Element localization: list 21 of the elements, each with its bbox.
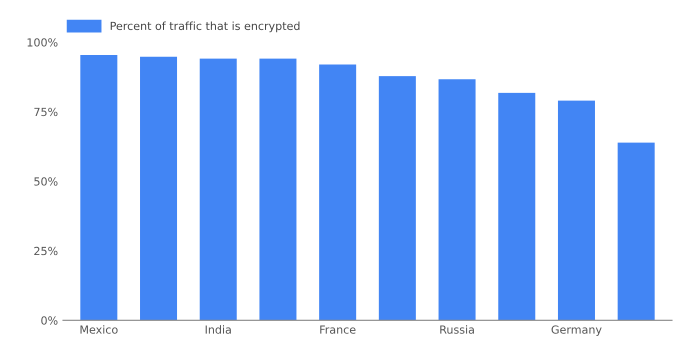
bar [80,55,118,320]
x-tick-label: Germany [552,325,602,336]
bar [200,58,237,320]
bar [558,100,595,320]
x-tick-label: India [206,325,231,334]
bar [140,56,178,320]
x-tick-label: Russia [440,325,474,334]
bar [618,142,655,320]
y-tick-label: 75% [34,108,58,116]
bar [498,92,536,320]
y-tick-label: 0% [41,316,58,325]
bar [378,76,416,320]
bar [438,79,476,320]
x-tick-label: Mexico [80,325,118,334]
y-tick-label: 25% [34,246,58,256]
legend-label: Percent of traffic that is encrypted [110,21,300,32]
y-tick-label: 100% [28,38,58,47]
bar [319,64,356,320]
x-tick-label: France [320,326,356,334]
y-tick-label: 50% [34,177,58,186]
bar [259,58,296,320]
